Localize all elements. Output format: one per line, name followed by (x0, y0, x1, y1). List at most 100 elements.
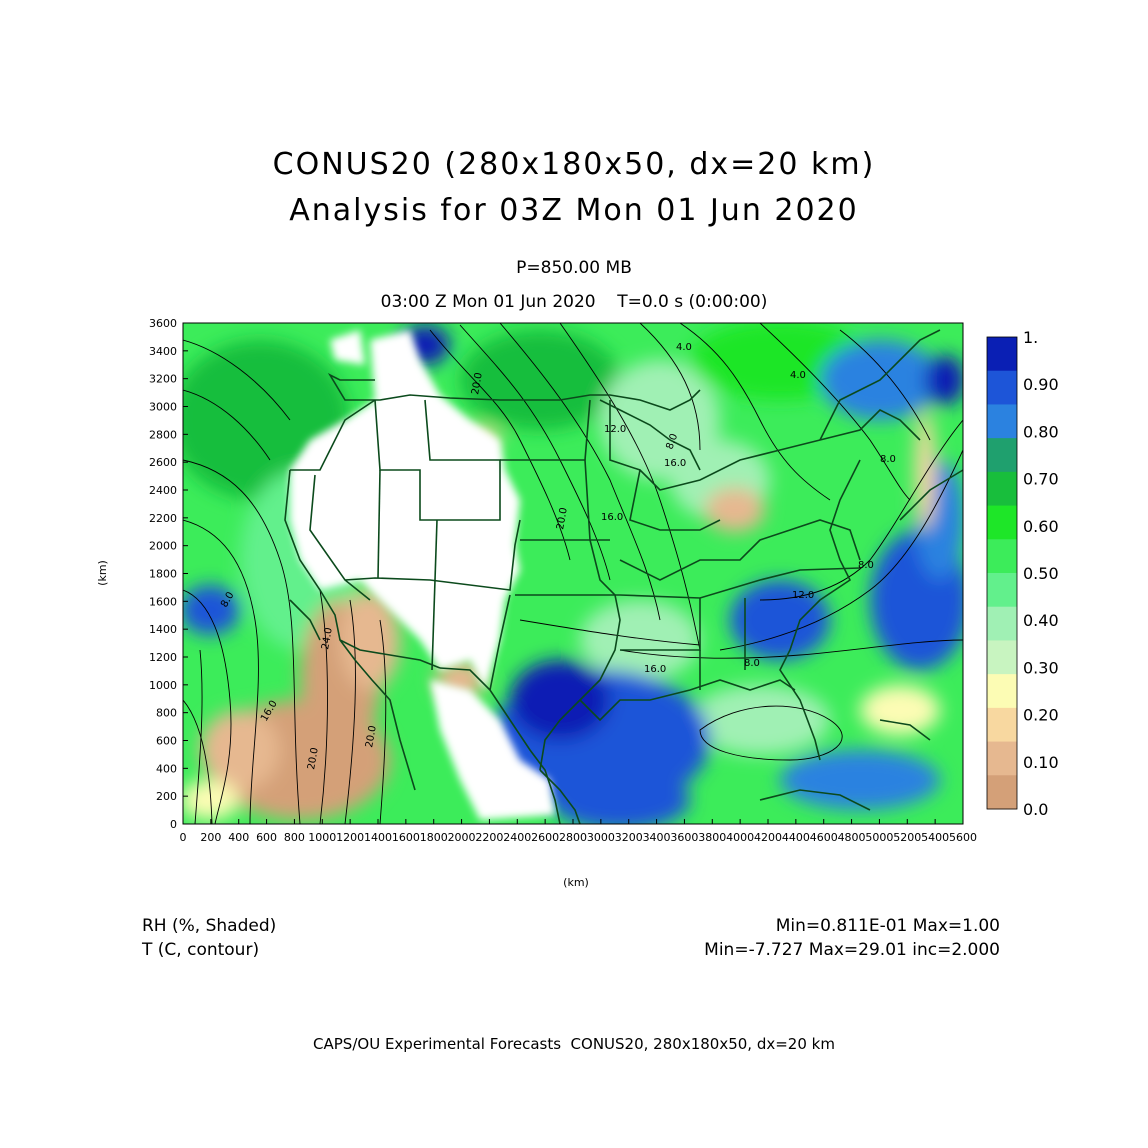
y-tick-label: 3600 (149, 317, 177, 330)
x-tick-label: 0 (180, 831, 187, 844)
contour-label: 20.0 (306, 747, 321, 771)
contour-label: 8.0 (880, 454, 896, 465)
plot-title: CONUS20 (280x180x50, dx=20 km) (272, 147, 876, 182)
y-tick-label: 1800 (149, 568, 177, 581)
x-tick-label: 2400 (503, 831, 531, 844)
colorbar-frame (986, 336, 1018, 810)
x-tick-label: 5000 (865, 831, 893, 844)
x-tick-label: 1200 (336, 831, 364, 844)
x-tick-label: 1000 (308, 831, 336, 844)
y-tick-label: 2600 (149, 456, 177, 469)
contour-label: 20.0 (470, 372, 485, 396)
colorbar-label: 0.50 (1023, 564, 1059, 583)
pressure-level-label: P=850.00 MB (516, 258, 632, 278)
x-tick-label: 3000 (587, 831, 615, 844)
x-tick-label: 3600 (670, 831, 698, 844)
contour-label: 16.0 (601, 512, 623, 523)
colorbar-label: 0.40 (1023, 611, 1059, 630)
contour-label: 16.0 (644, 664, 666, 675)
x-tick-label: 200 (200, 831, 221, 844)
y-tick-label: 1200 (149, 651, 177, 664)
colorbar-swatch (987, 640, 1017, 675)
x-tick-label: 3400 (643, 831, 671, 844)
colorbar-swatch (987, 438, 1017, 473)
x-tick-label: 5200 (893, 831, 921, 844)
colorbar-swatch (987, 606, 1017, 641)
colorbar-swatch (987, 337, 1017, 372)
y-tick-label: 3400 (149, 345, 177, 358)
colorbar-swatch (987, 539, 1017, 574)
x-tick-label: 1400 (364, 831, 392, 844)
x-tick-label: 2000 (448, 831, 476, 844)
valid-time-label: 03:00 Z Mon 01 Jun 2020 T=0.0 s (0:00:00… (380, 292, 768, 312)
x-tick-label: 400 (228, 831, 249, 844)
y-tick-label: 2400 (149, 484, 177, 497)
y-tick-label: 0 (170, 818, 177, 831)
rh-shading (183, 323, 963, 824)
y-axis: 0 200 400 600 800 1000 1200 1400 1600 1800 2000 220… (149, 317, 188, 831)
contour-label: 8.0 (744, 658, 760, 669)
y-tick-label: 3200 (149, 373, 177, 386)
y-axis-label: (km) (96, 560, 109, 586)
colorbar-swatch (987, 573, 1017, 608)
shaded-field-label: RH (%, Shaded) (142, 916, 277, 936)
x-tick-label: 2200 (475, 831, 503, 844)
contour-label: 4.0 (676, 342, 692, 353)
colorbar-label: 0.60 (1023, 517, 1059, 536)
x-axis: 0 200 400 600 800 1000 1200 1400 1600 1800 2000 220… (180, 819, 977, 844)
colorbar-swatch (987, 775, 1017, 810)
shaded-field-range: Min=0.811E-01 Max=1.00 (775, 916, 1000, 936)
x-tick-label: 4600 (810, 831, 838, 844)
y-tick-label: 2800 (149, 428, 177, 441)
colorbar-swatch (987, 505, 1017, 540)
contour-label: 12.0 (792, 590, 814, 601)
contour-field-label: T (C, contour) (142, 940, 260, 960)
colorbar-label: 0.20 (1023, 706, 1059, 725)
x-tick-label: 1600 (392, 831, 420, 844)
x-tick-label: 1800 (420, 831, 448, 844)
contour-label: 8.0 (664, 432, 680, 451)
colorbar-swatch (987, 370, 1017, 405)
contour-label: 16.0 (664, 458, 686, 469)
y-tick-label: 1400 (149, 623, 177, 636)
colorbar-swatch (987, 404, 1017, 439)
contour-label: 20.0 (364, 725, 379, 749)
x-tick-label: 5400 (921, 831, 949, 844)
y-tick-label: 1600 (149, 595, 177, 608)
y-tick-label: 800 (156, 707, 177, 720)
colorbar-swatch (987, 674, 1017, 709)
x-tick-label: 600 (256, 831, 277, 844)
x-tick-label: 4200 (754, 831, 782, 844)
no-data-region (290, 330, 555, 820)
contour-labels: 4.0 4.0 8.0 12.0 16.0 16.0 20.0 20.0 8.0… (219, 342, 896, 771)
contour-label: 20.0 (555, 507, 570, 531)
y-tick-label: 2000 (149, 540, 177, 553)
colorbar-label: 0.80 (1023, 422, 1059, 441)
colorbar-label: 0.70 (1023, 470, 1059, 489)
contour-label: 8.0 (858, 560, 874, 571)
x-tick-label: 4400 (782, 831, 810, 844)
credit-line: CAPS/OU Experimental Forecasts CONUS20, … (313, 1035, 835, 1053)
contour-label: 4.0 (790, 370, 806, 381)
x-tick-label: 3800 (698, 831, 726, 844)
y-tick-label: 400 (156, 762, 177, 775)
colorbar-swatch (987, 471, 1017, 507)
contour-label: 12.0 (604, 424, 626, 435)
colorbar-swatch (987, 741, 1017, 776)
y-tick-label: 1000 (149, 679, 177, 692)
colorbar-label: 1. (1023, 328, 1038, 347)
contour-field-range: Min=-7.727 Max=29.01 inc=2.000 (704, 940, 1000, 960)
plot-subtitle: Analysis for 03Z Mon 01 Jun 2020 (289, 193, 859, 228)
map-boundaries (284, 329, 963, 824)
x-tick-label: 3200 (615, 831, 643, 844)
colorbar-label: 0.0 (1023, 800, 1048, 819)
colorbar-label: 0.10 (1023, 753, 1059, 772)
x-tick-label: 5600 (949, 831, 977, 844)
x-tick-label: 800 (284, 831, 305, 844)
x-tick-label: 4000 (726, 831, 754, 844)
y-tick-label: 600 (156, 735, 177, 748)
colorbar-swatch (987, 707, 1017, 743)
x-axis-label: (km) (563, 876, 589, 889)
y-tick-label: 2200 (149, 512, 177, 525)
y-tick-label: 200 (156, 790, 177, 803)
